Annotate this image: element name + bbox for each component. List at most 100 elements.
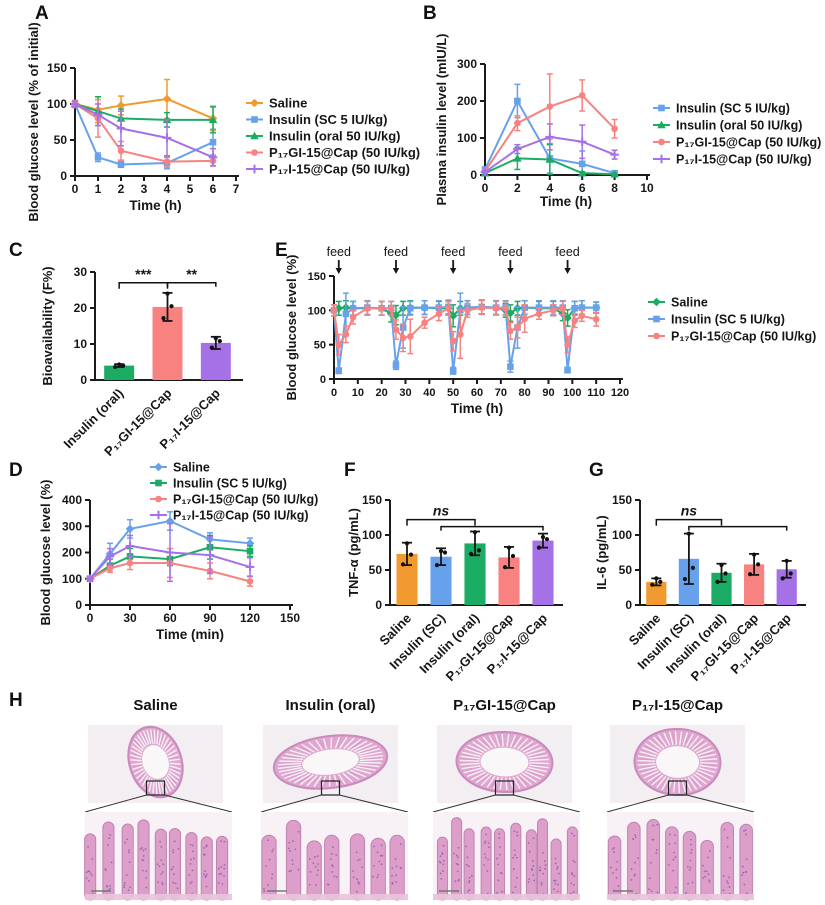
- svg-text:20: 20: [74, 301, 88, 315]
- svg-text:0: 0: [470, 168, 477, 182]
- svg-text:200: 200: [457, 94, 477, 108]
- series-p-gi-15-cap-50-iu-kg: [330, 299, 600, 360]
- svg-text:2: 2: [514, 181, 521, 195]
- histology-title-p17gi-cap: P₁₇GI-15@Cap: [453, 697, 556, 714]
- svg-text:Blood glucose level (% of init: Blood glucose level (% of initial): [26, 22, 41, 221]
- significance-1: [688, 525, 788, 531]
- svg-text:100: 100: [563, 387, 581, 399]
- svg-text:110: 110: [587, 387, 605, 399]
- panel-label-a: A: [35, 3, 49, 24]
- svg-text:90: 90: [542, 387, 554, 399]
- svg-text:Time (min): Time (min): [156, 627, 224, 642]
- svg-text:feed: feed: [384, 245, 408, 259]
- svg-text:6: 6: [579, 181, 586, 195]
- svg-text:0: 0: [375, 598, 382, 612]
- svg-text:100: 100: [612, 528, 632, 542]
- zoom-box: [494, 780, 515, 796]
- svg-text:Insulin (SC 5 IU/kg): Insulin (SC 5 IU/kg): [173, 477, 287, 491]
- svg-text:100: 100: [362, 528, 382, 542]
- svg-text:***: ***: [135, 266, 152, 282]
- legend: Saline Insulin (SC 5 IU/kg) P₁₇GI-15@Cap (…: [150, 461, 318, 523]
- svg-text:Insulin (SC 5 IU/kg): Insulin (SC 5 IU/kg): [671, 313, 785, 327]
- svg-text:4: 4: [164, 182, 171, 196]
- svg-text:10: 10: [74, 337, 88, 351]
- svg-text:60: 60: [471, 387, 483, 399]
- svg-text:0: 0: [625, 598, 632, 612]
- svg-text:2: 2: [118, 182, 125, 196]
- svg-text:0: 0: [80, 373, 87, 387]
- histology-title-saline: Saline: [133, 697, 178, 714]
- series-insulin-oral-50-iu-kg: [480, 143, 619, 178]
- svg-text:Time (h): Time (h): [129, 198, 181, 213]
- svg-text:P₁₇GI-15@Cap (50 IU/kg): P₁₇GI-15@Cap (50 IU/kg): [173, 493, 318, 507]
- svg-text:Blood glucose level (%): Blood glucose level (%): [38, 480, 53, 626]
- svg-text:P₁₇I-15@Cap (50 IU/kg): P₁₇I-15@Cap (50 IU/kg): [269, 162, 410, 177]
- histology-title-insulin-oral: Insulin (oral): [285, 697, 376, 714]
- svg-text:Insulin (SC 5 IU/kg): Insulin (SC 5 IU/kg): [269, 112, 387, 127]
- bar-saline: [646, 581, 667, 605]
- svg-text:80: 80: [519, 387, 531, 399]
- axes: 0 50 100 150 0 10 20 30 40 50 60 70 80 90 100 110 120 Tim…: [284, 255, 629, 416]
- svg-text:ns: ns: [433, 503, 450, 519]
- panel-h-histology-images: [84, 725, 755, 901]
- svg-text:100: 100: [457, 131, 477, 145]
- significance-1: **: [166, 266, 217, 287]
- svg-text:120: 120: [611, 387, 629, 399]
- svg-text:P₁₇GI-15@Cap (50 IU/kg): P₁₇GI-15@Cap (50 IU/kg): [671, 330, 816, 344]
- panel-label-h: H: [9, 690, 23, 711]
- series-insulin-sc-5-iu-kg: [330, 292, 600, 375]
- svg-text:IL-6 (pg/mL): IL-6 (pg/mL): [594, 515, 609, 589]
- histology-title-p17i-cap: P₁₇I-15@Cap: [631, 697, 724, 714]
- svg-text:Plasma insulin level (mIU/L): Plasma insulin level (mIU/L): [434, 34, 449, 206]
- significance-0: ***: [118, 266, 169, 289]
- svg-text:100: 100: [62, 572, 82, 586]
- svg-text:120: 120: [240, 611, 260, 625]
- svg-text:150: 150: [612, 493, 632, 507]
- svg-text:20: 20: [376, 387, 388, 399]
- panel-label-f: F: [344, 460, 356, 481]
- svg-text:40: 40: [423, 387, 435, 399]
- svg-text:ns: ns: [681, 503, 698, 519]
- svg-text:**: **: [186, 266, 197, 282]
- svg-text:P₁₇I-15@Cap (50 IU/kg): P₁₇I-15@Cap (50 IU/kg): [173, 509, 309, 523]
- svg-text:50: 50: [314, 340, 326, 352]
- svg-text:Insulin (SC 5 IU/kg): Insulin (SC 5 IU/kg): [676, 102, 790, 116]
- panel-label-g: G: [589, 460, 604, 481]
- svg-text:50: 50: [619, 563, 633, 577]
- histology-column-p-gi-15-cap: [432, 725, 581, 901]
- svg-text:3: 3: [141, 182, 148, 196]
- panel-b-plasma-insulin-chart: 0 100 200 300 0 2 4 6 8 10 Time (h) Plasma insulin …: [434, 34, 821, 209]
- svg-text:400: 400: [62, 493, 82, 507]
- svg-text:150: 150: [308, 271, 326, 283]
- histology-column-insulin-oral: [260, 725, 409, 901]
- series-p-i-15-cap-50-iu-kg: [85, 522, 255, 584]
- svg-text:50: 50: [447, 387, 459, 399]
- significance-0: ns: [406, 503, 476, 526]
- svg-text:Saline: Saline: [173, 461, 210, 475]
- svg-text:P₁₇I-15@Cap: P₁₇I-15@Cap: [484, 610, 550, 676]
- bar-saline: [396, 553, 418, 605]
- panel-label-c: C: [9, 240, 23, 261]
- svg-text:feed: feed: [327, 245, 351, 259]
- svg-text:6: 6: [210, 182, 217, 196]
- bar-p-gi-15-cap: [498, 557, 520, 605]
- svg-text:10: 10: [640, 181, 654, 195]
- svg-text:30: 30: [74, 265, 88, 279]
- svg-text:feed: feed: [441, 245, 465, 259]
- zoom-box: [320, 780, 341, 796]
- svg-text:0: 0: [320, 374, 326, 386]
- svg-text:50: 50: [369, 563, 383, 577]
- legend: Saline Insulin (SC 5 IU/kg) P₁₇GI-15@Cap (…: [648, 296, 816, 344]
- svg-text:0: 0: [72, 182, 79, 196]
- svg-text:150: 150: [47, 61, 67, 75]
- svg-text:0: 0: [60, 169, 67, 183]
- svg-text:0: 0: [482, 181, 489, 195]
- bar-p-i-15-cap: [532, 540, 554, 605]
- svg-text:300: 300: [62, 519, 82, 533]
- svg-text:P₁₇I-15@Cap (50 IU/kg): P₁₇I-15@Cap (50 IU/kg): [676, 153, 812, 167]
- significance-0: ns: [655, 503, 723, 526]
- svg-text:Insulin (oral 50 IU/kg): Insulin (oral 50 IU/kg): [269, 129, 400, 144]
- svg-text:Insulin (oral 50 IU/kg): Insulin (oral 50 IU/kg): [676, 119, 802, 133]
